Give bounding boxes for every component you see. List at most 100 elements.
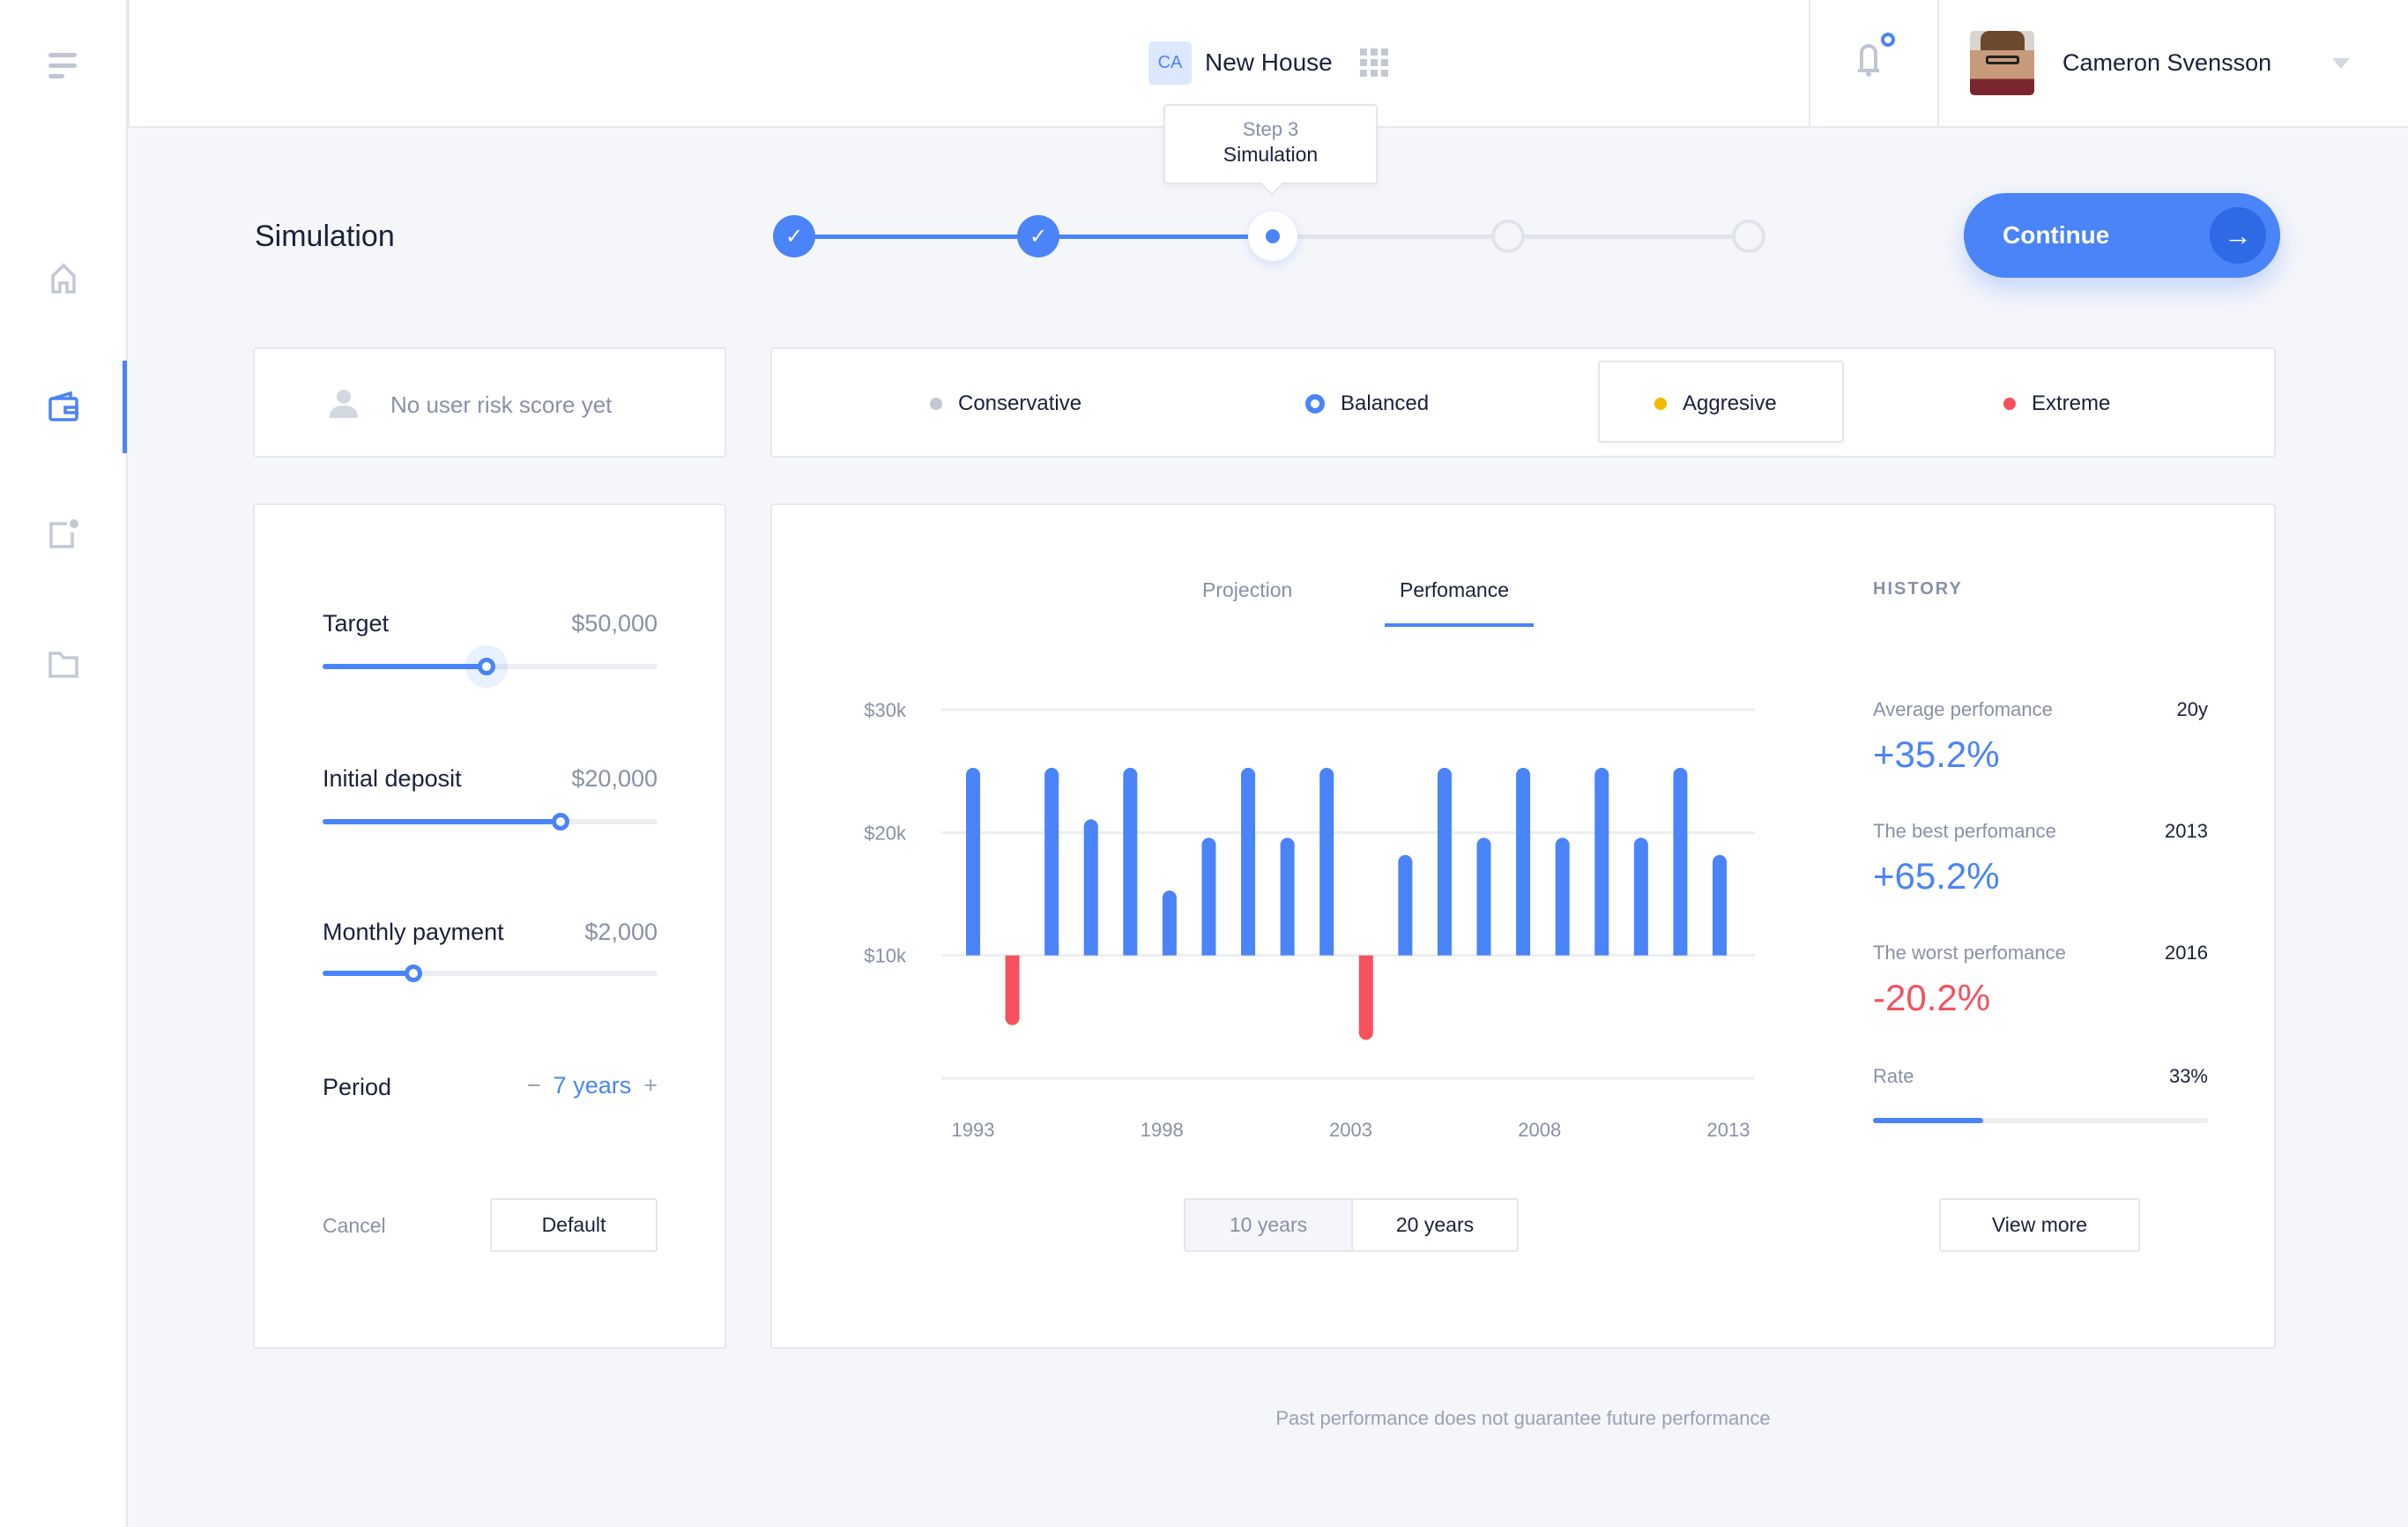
bar-cap-2002 xyxy=(1319,767,1334,782)
bar-1993 xyxy=(966,774,980,956)
y-tick-label: $30k xyxy=(864,699,907,721)
x-tick-label: 2013 xyxy=(1707,1119,1750,1141)
range-20-years-button[interactable]: 20 years xyxy=(1351,1198,1519,1252)
x-tick-label: 2003 xyxy=(1329,1119,1372,1141)
bar-cap-2010 xyxy=(1633,838,1648,853)
tooltip-step-name: Simulation xyxy=(1223,143,1319,166)
average-performance-value: +35.2% xyxy=(1873,734,2000,775)
folder-icon[interactable] xyxy=(46,646,81,682)
risk-option-label: Aggresive xyxy=(1683,391,1777,415)
monthly-payment-label: Monthly payment xyxy=(323,919,504,945)
risk-option-conservative[interactable]: Conservative xyxy=(930,391,1081,416)
risk-dot-icon xyxy=(2003,398,2016,410)
bar-1999 xyxy=(1201,845,1216,956)
risk-score-card: No user risk score yet xyxy=(253,347,726,458)
bar-cap-1995 xyxy=(1044,767,1059,782)
bar-2002 xyxy=(1319,774,1334,956)
performance-bar-chart: $30k $20k $10k 1993 1998 2003 2008 2013 xyxy=(864,699,1755,1141)
tab-projection[interactable]: Projection xyxy=(1202,578,1293,601)
period-label: Period xyxy=(323,1074,392,1100)
notification-bell-icon[interactable] xyxy=(1851,28,1895,81)
divider xyxy=(1809,0,1810,128)
bar-cap-1998 xyxy=(1162,890,1177,905)
bar-cap-1993 xyxy=(966,767,980,782)
continue-label: Continue xyxy=(2003,221,2110,249)
rate-value: 33% xyxy=(2168,1065,2208,1087)
risk-option-balanced[interactable]: Balanced xyxy=(1305,391,1429,416)
step-5[interactable] xyxy=(1732,220,1765,253)
bar-2004 xyxy=(1398,861,1413,956)
initial-deposit-value: $20,000 xyxy=(571,765,658,792)
bar-2003 xyxy=(1358,955,1373,1033)
bar-cap-2003 xyxy=(1358,1025,1373,1040)
radio-selected-icon xyxy=(1305,394,1325,413)
no-risk-score-text: No user risk score yet xyxy=(390,391,613,418)
project-name[interactable]: New House xyxy=(1205,48,1333,76)
step-4[interactable] xyxy=(1491,220,1525,253)
risk-option-aggresive[interactable]: Aggresive xyxy=(1654,391,1777,416)
target-slider[interactable] xyxy=(323,658,658,675)
risk-option-label: Conservative xyxy=(958,391,1082,415)
bar-2010 xyxy=(1633,845,1648,956)
menu-icon[interactable] xyxy=(48,53,77,85)
bar-cap-2005 xyxy=(1437,767,1452,782)
wallet-icon[interactable] xyxy=(46,390,81,425)
user-icon xyxy=(330,390,358,418)
user-name[interactable]: Cameron Svensson xyxy=(2062,49,2272,76)
sidebar xyxy=(0,0,128,1527)
average-performance-period: 20y xyxy=(2176,698,2208,720)
page-title: Simulation xyxy=(255,220,395,253)
tooltip-step: Step 3 xyxy=(1242,118,1299,140)
bar-cap-2007 xyxy=(1516,767,1531,782)
bar-1994 xyxy=(1005,955,1020,1018)
continue-button[interactable]: Continue → xyxy=(1964,193,2280,278)
cancel-button[interactable]: Cancel xyxy=(323,1214,386,1237)
worst-performance-value: -20.2% xyxy=(1873,977,1991,1018)
best-performance-year: 2013 xyxy=(2165,820,2208,842)
period-value: 7 years xyxy=(553,1072,632,1099)
project-badge: CA xyxy=(1148,41,1192,85)
best-performance-label: The best perfomance xyxy=(1873,820,2056,842)
step-tooltip: Step 3 Simulation xyxy=(1163,104,1378,196)
bar-cap-1996 xyxy=(1083,819,1098,834)
worst-performance-label: The worst perfomance xyxy=(1873,942,2066,964)
caret-down-icon[interactable] xyxy=(2332,58,2350,69)
bar-2012 xyxy=(1713,861,1727,956)
bar-2006 xyxy=(1476,845,1491,956)
view-more-button[interactable]: View more xyxy=(1939,1198,2140,1252)
bar-cap-2011 xyxy=(1673,767,1688,782)
bar-cap-2006 xyxy=(1476,838,1491,853)
rate-progress-bar xyxy=(1873,1118,2208,1123)
initial-deposit-slider[interactable] xyxy=(323,813,658,831)
bar-2007 xyxy=(1516,774,1531,956)
step-1-complete-check-icon[interactable]: ✓ xyxy=(773,215,815,257)
range-10-years-button[interactable]: 10 years xyxy=(1184,1198,1353,1252)
active-indicator xyxy=(123,361,127,453)
apps-grid-icon[interactable] xyxy=(1360,48,1388,77)
y-tick-label: $20k xyxy=(864,822,907,844)
bar-2000 xyxy=(1241,774,1256,956)
plus-button[interactable]: + xyxy=(643,1072,658,1099)
risk-profile-selector xyxy=(770,347,2276,458)
monthly-payment-slider[interactable] xyxy=(323,965,658,982)
y-tick-label: $10k xyxy=(864,945,907,967)
avatar[interactable] xyxy=(1970,31,2034,95)
home-icon[interactable] xyxy=(46,260,81,295)
risk-option-extreme[interactable]: Extreme xyxy=(2003,391,2110,416)
arrow-right-icon: → xyxy=(2210,207,2266,264)
minus-button[interactable]: − xyxy=(526,1072,541,1099)
x-tick-label: 2008 xyxy=(1518,1119,1561,1141)
tab-performance[interactable]: Perfomance xyxy=(1400,578,1510,601)
default-button[interactable]: Default xyxy=(490,1198,658,1252)
bar-cap-2009 xyxy=(1594,767,1609,782)
target-label: Target xyxy=(323,610,390,637)
bar-2001 xyxy=(1280,845,1295,956)
step-2-complete-check-icon[interactable]: ✓ xyxy=(1017,215,1059,257)
risk-option-label: Balanced xyxy=(1341,391,1430,415)
bar-1998 xyxy=(1162,898,1177,956)
step-3-current[interactable] xyxy=(1248,212,1297,261)
risk-dot-icon xyxy=(930,398,942,410)
notes-icon[interactable] xyxy=(46,517,81,552)
bar-1995 xyxy=(1044,774,1059,956)
initial-deposit-label: Initial deposit xyxy=(323,765,462,792)
